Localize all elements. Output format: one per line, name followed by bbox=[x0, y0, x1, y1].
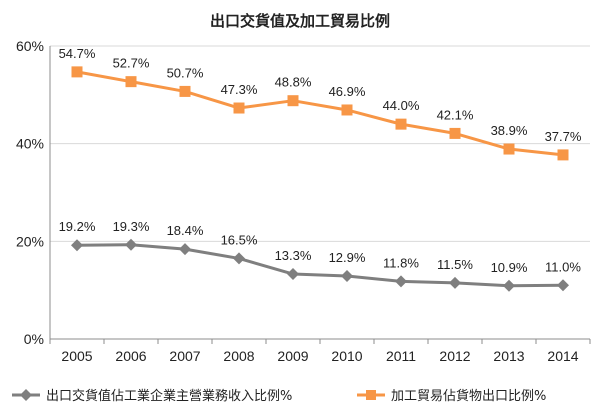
data-label: 10.9% bbox=[491, 260, 528, 275]
series-line bbox=[76, 70, 564, 157]
data-label: 11.5% bbox=[437, 257, 473, 272]
data-point-marker bbox=[449, 127, 461, 139]
data-point-marker bbox=[557, 279, 569, 292]
series-1: 19.2% 19.3% 18.4% 16.5% 13.3% 12.9% 11.8% 11.5%… bbox=[59, 219, 581, 292]
data-point-marker bbox=[179, 85, 191, 97]
data-point-marker bbox=[125, 238, 137, 251]
x-tick-label: 2005 bbox=[61, 348, 92, 364]
data-label: 38.9% bbox=[491, 123, 528, 138]
data-label: 50.7% bbox=[167, 65, 204, 80]
series-line bbox=[76, 243, 564, 288]
data-label: 47.3% bbox=[221, 82, 258, 97]
data-point-marker bbox=[557, 149, 569, 161]
grid-lines bbox=[50, 45, 590, 340]
data-point-marker bbox=[503, 143, 515, 155]
series-layer: 19.2% 19.3% 18.4% 16.5% 13.3% 12.9% 11.8% 11.5%… bbox=[59, 46, 582, 292]
y-axis: 0% 20% 40% 60% bbox=[16, 38, 51, 347]
data-label: 19.3% bbox=[113, 219, 150, 234]
data-point-marker bbox=[71, 66, 83, 78]
data-point-marker bbox=[287, 268, 299, 281]
y-tick-label: 40% bbox=[16, 136, 44, 152]
data-label: 19.2% bbox=[59, 219, 96, 234]
data-point-marker bbox=[233, 252, 245, 265]
data-label: 54.7% bbox=[59, 46, 96, 61]
data-label: 48.8% bbox=[275, 75, 312, 90]
data-label: 42.1% bbox=[437, 107, 474, 122]
x-tick-label: 2008 bbox=[223, 348, 254, 364]
data-label: 16.5% bbox=[221, 232, 258, 247]
x-tick-label: 2009 bbox=[277, 348, 308, 364]
legend-marker bbox=[366, 390, 376, 400]
data-label: 44.0% bbox=[383, 98, 420, 113]
data-point-marker bbox=[125, 76, 137, 88]
data-point-marker bbox=[341, 270, 353, 283]
data-point-marker bbox=[449, 276, 461, 289]
data-label: 52.7% bbox=[113, 56, 150, 71]
legend-label: 加工貿易佔貨物出口比例% bbox=[391, 388, 546, 404]
x-axis: 2005 2006 2007 2008 2009 2010 2011 2012 2013 2014 bbox=[49, 338, 591, 364]
legend: 出口交貨值佔工業企業主營業務收入比例% 加工貿易佔貨物出口比例% bbox=[12, 388, 546, 404]
data-label: 37.7% bbox=[545, 129, 582, 144]
data-point-marker bbox=[233, 102, 245, 114]
data-label: 13.3% bbox=[275, 248, 312, 263]
series-2: 54.7% 52.7% 50.7% 47.3% 48.8% 46.9% 44.0% 42.1%… bbox=[59, 46, 582, 161]
data-point-marker bbox=[395, 275, 407, 288]
legend-item-2: 加工貿易佔貨物出口比例% bbox=[357, 388, 546, 404]
data-label: 12.9% bbox=[329, 250, 366, 265]
x-tick-label: 2007 bbox=[169, 348, 200, 364]
legend-marker bbox=[20, 389, 32, 401]
data-label: 11.8% bbox=[383, 255, 419, 270]
x-tick-label: 2011 bbox=[386, 348, 416, 364]
legend-item-1: 出口交貨值佔工業企業主營業務收入比例% bbox=[12, 388, 292, 404]
x-tick-label: 2014 bbox=[547, 348, 578, 364]
y-tick-label: 0% bbox=[24, 331, 44, 347]
x-tick-label: 2006 bbox=[115, 348, 146, 364]
data-point-marker bbox=[395, 118, 407, 130]
y-tick-label: 20% bbox=[16, 233, 44, 249]
legend-label: 出口交貨值佔工業企業主營業務收入比例% bbox=[46, 388, 292, 404]
data-label: 11.0% bbox=[545, 259, 581, 274]
data-point-marker bbox=[341, 104, 353, 116]
x-tick-label: 2010 bbox=[331, 348, 362, 364]
data-label: 46.9% bbox=[329, 84, 366, 99]
chart-title: 出口交貨值及加工貿易比例 bbox=[210, 12, 390, 30]
data-point-marker bbox=[503, 279, 515, 292]
data-point-marker bbox=[287, 95, 299, 107]
y-tick-label: 60% bbox=[16, 38, 44, 54]
data-point-marker bbox=[71, 239, 83, 252]
x-tick-label: 2013 bbox=[493, 348, 524, 364]
data-point-marker bbox=[179, 243, 191, 256]
x-tick-label: 2012 bbox=[439, 348, 470, 364]
data-label: 18.4% bbox=[167, 223, 204, 238]
